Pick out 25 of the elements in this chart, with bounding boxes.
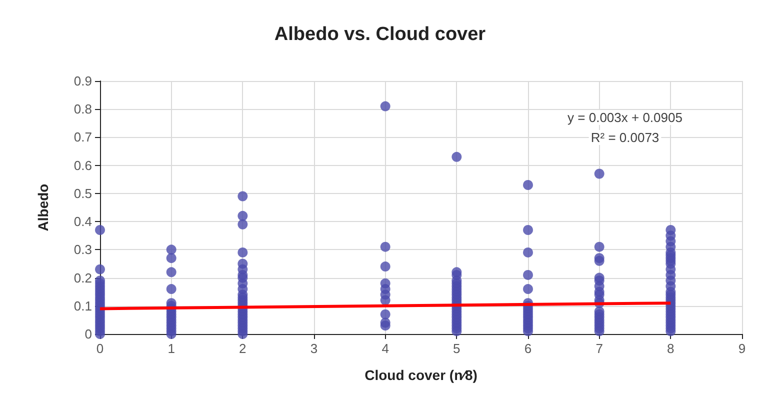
x-axis-title: Cloud cover (n⁄8) <box>364 367 478 383</box>
annotation: y = 0.003x + 0.0905 <box>568 110 682 125</box>
x-tick-label: 7 <box>596 341 603 356</box>
y-tick-label: 0.7 <box>74 130 92 145</box>
y-tick-label: 0.5 <box>74 186 92 201</box>
x-tick-label: 4 <box>382 341 389 356</box>
y-tick-label: 0.3 <box>74 242 92 258</box>
x-tick-label: 2 <box>239 341 246 356</box>
y-tick-label: 0 <box>84 326 92 342</box>
x-tick-label: 1 <box>168 341 175 356</box>
x-tick-label: 8 <box>667 341 674 356</box>
y-tick-label: 0.4 <box>74 214 92 230</box>
x-tick-label: 3 <box>310 341 318 356</box>
y-tick-label: 0.6 <box>74 158 92 173</box>
x-tick-label: 9 <box>738 341 746 356</box>
y-axis-title: Albedo <box>35 184 51 232</box>
y-tick-label: 0.1 <box>74 298 92 314</box>
x-tick-label: 6 <box>524 341 532 356</box>
x-tick-label: 5 <box>453 341 460 356</box>
annotation: R² = 0.0073 <box>590 130 660 145</box>
x-tick-label: 0 <box>96 341 104 356</box>
y-tick-label: 0.2 <box>74 270 92 286</box>
chart-title: Albedo vs. Cloud cover <box>274 24 486 45</box>
y-tick-label: 0.9 <box>74 74 92 88</box>
y-tick-label: 0.8 <box>74 102 92 117</box>
